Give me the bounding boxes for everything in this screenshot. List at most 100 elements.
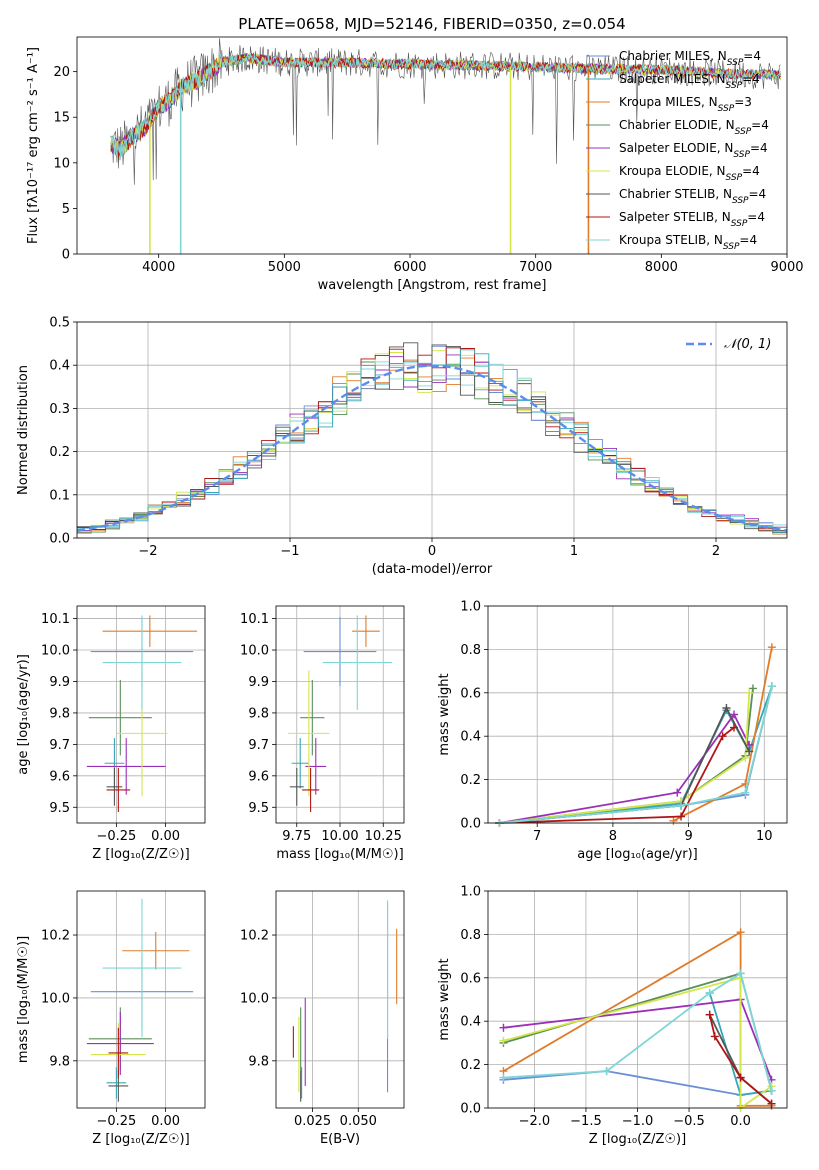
histogram-salpeter-miles [77,349,787,534]
y-tick-label: 0.4 [460,1015,481,1030]
spectrum-axes: 4000 5000 6000 7000 8000 9000 0 5 10 15 20 waveleng… [26,47,804,293]
x-axis-label: E(B-V) [320,1132,360,1147]
x-tick-label: 10.25 [365,829,402,844]
x-axis-label: (data-model)/error [372,562,493,577]
x-tick-label: 0.00 [151,829,180,844]
age-vs-mass-frame [275,605,405,824]
y-tick-label: 9.9 [248,675,269,690]
legend-entry: Kroupa ELODIE, NSSP=4 [619,164,760,183]
weight-marker [767,1086,776,1095]
y-tick-label: 0.8 [460,928,481,943]
weight-marker [767,643,776,652]
age-vs-Z-axes: −0.25 0.00 9.5 9.6 9.7 9.8 9.9 10.0 10.1 Z [log₁₀… [16,606,205,862]
x-tick-label: −0.5 [673,1114,705,1129]
age-vs-Z-grid [77,606,205,823]
y-tick-label: 0.0 [460,817,481,832]
gaussian-curve [77,364,787,532]
y-tick-label: 5 [62,202,70,217]
y-tick-label: 0.2 [460,773,481,788]
y-tick-label: 9.9 [49,675,70,690]
spectrum-line-chabrier-elodie [110,53,781,157]
y-tick-label: 0.0 [49,532,70,547]
x-tick-label: 5000 [268,260,301,275]
weight-marker [602,1067,611,1076]
y-tick-label: 15 [53,111,70,126]
x-tick-label: 10.00 [321,829,358,844]
weight-marker [741,753,750,762]
y-axis-label: Normed distribution [16,365,31,495]
weight-vs-age-lines [495,643,776,827]
y-tick-label: 0.4 [49,359,70,374]
legend-entry: Kroupa STELIB, NSSP=4 [619,233,757,252]
weight-marker [745,688,754,697]
age-vs-Z-frame [76,605,206,824]
y-tick-label: 0.2 [49,445,70,460]
y-axis-label: mass weight [437,958,452,1040]
mass-vs-EBV-frame [275,890,405,1109]
age-vs-Z-errorbars [86,615,198,812]
y-tick-label: 20 [53,65,70,80]
weight-marker [673,788,682,797]
x-tick-label: 9000 [770,260,803,275]
y-tick-label: 10.0 [240,991,269,1006]
y-tick-label: 0.5 [49,316,70,331]
mass-vs-EBV-grid [276,891,404,1108]
y-tick-label: 9.8 [248,1054,269,1069]
weight-marker [677,812,686,821]
x-axis-label: Z [log₁₀(Z/Z☉)] [92,1132,189,1147]
weight-marker [677,801,686,810]
mass-vs-Z-errorbars [86,898,194,1102]
weight-line-chabrier-miles [499,686,773,824]
x-tick-label: 7000 [519,260,552,275]
weight-line-salpeter-stelib [708,1014,773,1105]
x-tick-label: 2 [712,544,720,559]
weight-marker [499,1073,508,1082]
y-tick-label: 0 [62,248,70,263]
x-tick-label: −0.25 [96,1114,136,1129]
x-tick-label: 9.75 [282,829,311,844]
x-axis-label: mass [log₁₀(M/M☉)] [276,847,403,862]
y-tick-label: 0.8 [460,643,481,658]
y-tick-label: 10.0 [41,644,70,659]
y-tick-label: 0.0 [460,1102,481,1117]
y-tick-label: 10.2 [41,929,70,944]
y-tick-label: 0.2 [460,1058,481,1073]
age-vs-mass-axes: 9.75 10.00 10.25 9.5 9.6 9.7 9.8 9.9 10.0 10.1 mas… [240,606,404,862]
y-tick-label: 9.6 [248,769,269,784]
x-tick-label: 10 [756,829,773,844]
y-tick-label: 10.0 [41,991,70,1006]
y-tick-label: 1.0 [460,600,481,615]
x-tick-label: −1 [280,544,299,559]
x-tick-label: 0.0 [730,1114,751,1129]
y-tick-label: 9.8 [49,706,70,721]
legend-entry: Chabrier ELODIE, NSSP=4 [619,118,769,137]
x-tick-label: 8000 [645,260,678,275]
y-tick-label: 10.0 [240,644,269,659]
y-tick-label: 9.5 [49,801,70,816]
weight-vs-age-frame [487,605,788,824]
weight-marker [736,969,745,978]
weight-marker [741,788,750,797]
y-tick-label: 10.2 [240,929,269,944]
y-tick-label: 9.7 [49,738,70,753]
y-tick-label: 10 [53,156,70,171]
y-tick-label: 0.6 [460,971,481,986]
x-tick-label: −0.25 [96,829,136,844]
y-tick-label: 10.1 [240,612,269,627]
weight-marker [745,747,754,756]
age-vs-mass-errorbars [288,615,392,812]
weight-vs-age-grid [488,605,787,824]
x-tick-label: 0 [428,544,436,559]
weight-marker [736,928,745,937]
legend-entry: Salpeter STELIB, NSSP=4 [619,210,765,229]
x-tick-label: 7 [533,829,541,844]
x-tick-label: 8 [609,829,617,844]
legend-entry: 𝒩(0, 1) [724,337,771,352]
legend-entry: Kroupa MILES, NSSP=3 [619,95,752,114]
x-tick-label: 6000 [393,260,426,275]
x-tick-label: −1.5 [570,1114,602,1129]
y-axis-label: mass weight [437,673,452,755]
mass-vs-EBV-errorbars [292,900,398,1102]
legend-entry: Chabrier STELIB, NSSP=4 [619,187,766,206]
weight-line-salpeter-stelib [499,726,735,824]
